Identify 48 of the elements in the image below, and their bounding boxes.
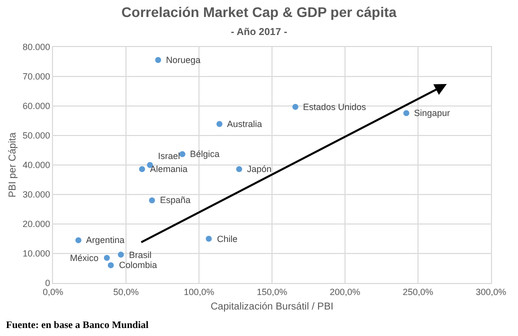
point [206,236,212,242]
point [403,110,410,116]
y-tick-label: 40.000 [22,160,50,170]
chart-title: Correlación Market Cap & GDP per cápita [121,4,397,20]
y-tick-label: 80.000 [22,42,50,52]
annotation: Israel [158,151,180,161]
y-tick-label: 20.000 [22,219,50,230]
annotation: Colombia [119,260,158,270]
x-tick-label: 150,0% [256,286,288,297]
point [139,166,146,172]
point [148,197,155,204]
annotation: Singapur [414,108,450,118]
point [236,166,242,172]
x-tick-label: 300,0% [476,286,506,297]
y-tick-label: 0 [45,278,50,288]
annotation: Chile [217,234,238,244]
point [216,121,222,127]
y-tick-label: 60.000 [22,101,50,112]
point [104,254,110,261]
annotation: Estados Unidos [303,102,367,112]
point [292,104,298,110]
point [155,56,162,63]
point [179,151,186,158]
y-axis-title: PBI per Cápita [8,132,19,198]
annotation: Bélgica [190,149,220,159]
x-tick-label: 50,0% [113,286,139,297]
point [75,237,82,244]
y-tick-label: 30.000 [22,190,50,200]
annotation: Japón [247,164,272,174]
annotation: España [160,195,191,205]
annotation: Noruega [166,55,201,65]
y-tick-label: 50.000 [22,130,50,141]
source-note: Fuente: en base a Banco Mundial [6,320,149,331]
chart-subtitle: - Año 2017 - [230,27,288,38]
annotation: México [70,253,99,263]
annotation: Argentina [86,235,125,245]
annotation: Alemania [150,164,188,174]
annotation: Brasil [129,250,152,260]
x-tick-label: 250,0% [402,286,434,297]
point [108,262,114,268]
x-tick-label: 0,0% [42,286,64,297]
x-tick-label: 200,0% [330,286,360,297]
y-tick-label: 10.000 [22,248,50,259]
x-axis-title: Capitalización Bursátil / PBI [210,301,334,312]
point [118,252,124,258]
annotation: Australia [227,119,262,129]
y-tick-label: 70.000 [22,72,50,82]
x-tick-label: 100,0% [184,286,214,297]
